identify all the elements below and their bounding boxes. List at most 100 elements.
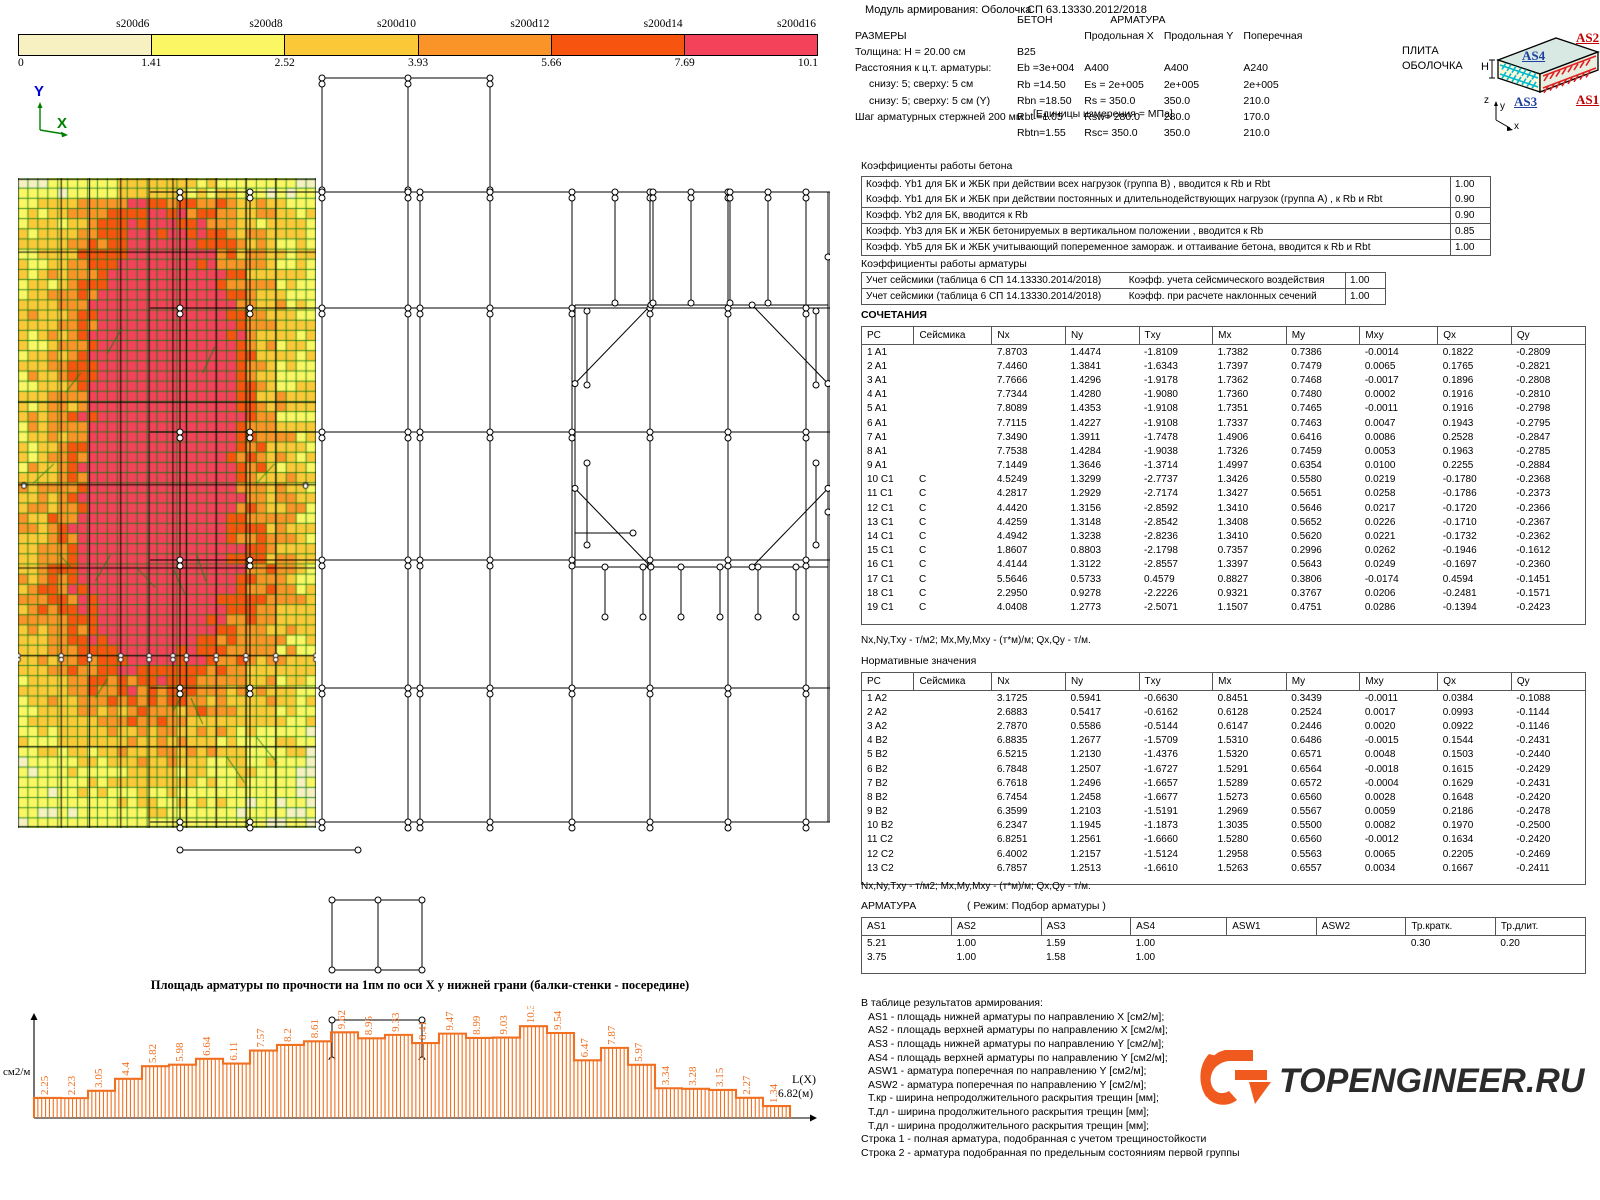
heatmap-canvas[interactable] [18, 178, 316, 828]
column-header: Txy [1139, 327, 1214, 345]
legend-label-3: s200d12 [510, 18, 550, 30]
table-cell: 1.5289 [1217, 777, 1249, 789]
plan-node [404, 194, 412, 202]
table-cell: 1.2958 [1217, 848, 1249, 860]
table-cell: 0.2255 [1442, 460, 1474, 472]
normative-row: 2 A2 2.6883 0.5417 -0.6162 0.6128 0.2524 0.001… [862, 705, 1585, 719]
topengineer-logo[interactable]: TOPENGINEER.RU [1195, 1048, 1595, 1110]
table-cell: 1.8607 [996, 545, 1028, 557]
plan-node [568, 428, 576, 436]
legend-cell-4 [551, 35, 685, 55]
plan-node [649, 194, 657, 202]
plan-node [486, 556, 494, 564]
column-header: My [1286, 673, 1361, 691]
table-cell: 2 A1 [867, 360, 888, 372]
table-cell: -0.2847 [1516, 431, 1551, 443]
material-cell: Rbtn=1.55 [1017, 126, 1066, 139]
legend-tick-5: 7.69 [674, 57, 695, 69]
plate-label-as4: AS4 [1522, 48, 1546, 63]
table-cell: 0.0020 [1364, 720, 1396, 732]
chart-value-label: 2.23 [66, 1075, 78, 1095]
plan-node [568, 556, 576, 564]
reinforcement-heatmap[interactable] [18, 178, 316, 828]
table-cell: 0.2186 [1442, 806, 1474, 818]
table-cell: 0.5620 [1291, 531, 1322, 543]
structural-plan-drawing[interactable] [150, 60, 948, 1064]
table-cell: 1.4280 [1070, 389, 1102, 401]
plate-label-h: H [1481, 61, 1489, 73]
material-cell [1084, 46, 1164, 62]
table-cell: C [918, 545, 927, 557]
table-cell: -1.9108 [1144, 403, 1178, 415]
plan-node [318, 824, 326, 832]
material-cell: 2e+005 [1163, 78, 1200, 91]
chart-plot: 2.25 2.23 3.05 4.4 5.82 5.98 6.64 6.11 7.57 8.2 8.… [30, 1006, 817, 1122]
plan-node [176, 434, 184, 442]
plan-node [824, 380, 832, 388]
seismic-coeff-value: 1.00 [1345, 288, 1386, 305]
plan-node [176, 684, 184, 692]
plan-node [176, 846, 184, 854]
note-item: ASW2 - арматура поперечная по направлени… [868, 1078, 1147, 1091]
chart-x-axis-label: L(X) [792, 1072, 816, 1086]
plan-node [649, 188, 657, 196]
plan-node [374, 966, 382, 974]
axis-label-y: Y [34, 83, 44, 100]
table-cell: 1.2929 [1070, 488, 1102, 500]
coeff-description: Коэфф. Yb5 для БК и ЖБК учитывающий попе… [861, 239, 1451, 256]
table-cell: C [918, 516, 927, 528]
plan-node [792, 613, 800, 621]
chart-value-label: 3.05 [93, 1068, 105, 1088]
column-header: My [1286, 327, 1361, 345]
plan-node [802, 824, 810, 832]
table-cell: 0.1970 [1442, 820, 1474, 832]
plan-node [404, 74, 412, 82]
column-header: Тр.длит. [1495, 918, 1585, 936]
table-cell: 13 C2 [867, 862, 894, 874]
table-cell: -1.1873 [1144, 820, 1178, 832]
table-cell: 4.0408 [996, 601, 1028, 613]
plan-node [486, 434, 494, 442]
table-cell: -0.0017 [1364, 374, 1399, 386]
table-cell: C [918, 559, 927, 571]
table-cell: C [918, 601, 927, 613]
plan-node [486, 194, 494, 202]
notes-heading: В таблице результатов армирования: [861, 997, 1043, 1009]
coeff-description: Коэфф. Yb1 для БК и ЖБК при действии пос… [866, 194, 1383, 205]
distances-heading: Расстояния к ц.т. арматуры: [855, 62, 992, 75]
table-cell: -0.2810 [1516, 389, 1551, 401]
seismic-coeff-ref: Учет сейсмики (таблица 6 СП 14.13330.201… [866, 275, 1102, 286]
plan-node [404, 434, 412, 442]
table-cell: 1.3410 [1217, 531, 1249, 543]
chart-x-max-label: 6.82(м) [778, 1088, 814, 1100]
material-cell: Es = 2e+005 [1084, 78, 1144, 91]
table-cell: 1.00 [956, 937, 977, 949]
table-cell: 12 C1 [867, 502, 894, 514]
plan-node [716, 613, 724, 621]
table-cell: 0.0082 [1364, 820, 1396, 832]
table-cell: -0.6630 [1144, 692, 1178, 704]
table-cell: 6.8251 [996, 834, 1028, 846]
table-cell: -0.2440 [1516, 749, 1551, 761]
legend-cell-1 [152, 35, 286, 55]
table-cell: 3.75 [867, 951, 887, 963]
chart-value-label: 3.34 [660, 1065, 672, 1085]
table-cell: 0.0384 [1442, 692, 1474, 704]
table-cell: 1.3410 [1217, 502, 1249, 514]
normative-row: 13 C2 6.7857 1.2513 -1.6610 1.5263 0.6557 0.00… [862, 861, 1585, 875]
column-header: AS2 [951, 918, 1042, 936]
table-cell: 18 C1 [867, 587, 894, 599]
table-cell: 0.0922 [1442, 720, 1474, 732]
column-header: Nx [991, 327, 1066, 345]
legend-tick-1: 1.41 [141, 57, 162, 69]
plan-node [724, 556, 732, 564]
table-cell: 8 B2 [867, 791, 888, 803]
table-cell [914, 748, 992, 762]
table-cell: 0.8827 [1217, 573, 1249, 585]
rebar-coeffs-heading: Коэффициенты работы арматуры [861, 258, 1027, 270]
material-row: Eb =3e+004 A400 A400 A240 [1017, 62, 1312, 78]
spacer-cell [862, 964, 1585, 973]
plan-node [824, 253, 832, 261]
table-cell: 6.8835 [996, 735, 1028, 747]
plan-node [246, 304, 254, 312]
